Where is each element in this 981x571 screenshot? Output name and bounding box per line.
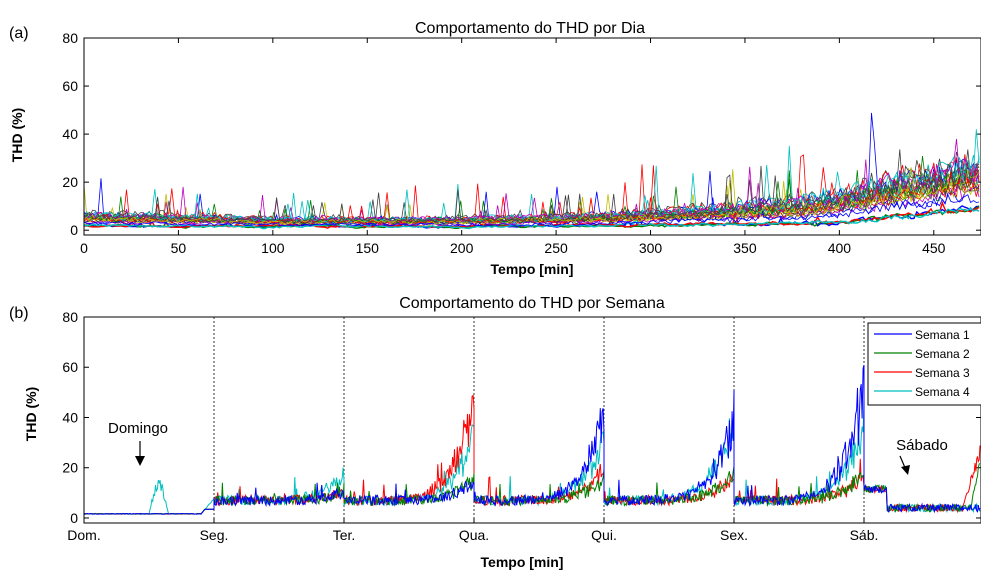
x-tick-label: Seg. [200,527,229,543]
x-tick-label: 300 [639,240,663,256]
panel-b-weekly-thd: (b) Comportamento do THD por Semana THD … [9,295,981,570]
daily-thd-series-line [83,129,980,223]
x-tick-label: Dom. [67,527,100,543]
y-tick-label: 80 [62,30,78,46]
x-tick-label: 450 [922,240,946,256]
y-tick-label: 80 [62,309,78,325]
weekly-thd-series-line [84,463,981,515]
legend: Semana 1 Semana 2 Semana 3 Semana 4 [867,322,981,406]
x-tick-label: Qua. [459,527,489,543]
panel-a-series-lines [83,112,980,230]
weekly-thd-series-line [83,364,981,515]
panel-a-plot-frame [83,37,981,236]
daily-thd-series-line [83,206,980,230]
panel-b-annotations: Domingo Sábado [108,420,948,475]
annotation-domingo: Domingo [108,420,168,437]
panel-b-day-dividers [213,317,865,523]
daily-thd-series-line [83,161,980,224]
x-tick-label: 200 [450,240,474,256]
x-tick-label: 50 [171,240,187,256]
daily-thd-series-line [83,138,980,223]
y-tick-label: 0 [70,510,78,526]
y-tick-label: 60 [62,78,78,94]
y-tick-label: 60 [62,359,78,375]
panel-a-title: Comportamento do THD por Dia [415,20,645,37]
legend-label: Semana 4 [915,385,970,399]
y-tick-label: 20 [62,460,78,476]
panel-a-daily-thd: (a) Comportamento do THD por Dia THD (%)… [9,20,981,277]
x-tick-label: 100 [261,240,285,256]
y-tick-label: 40 [62,126,78,142]
x-tick-label: 150 [356,240,380,256]
panel-b-series-lines [83,364,981,515]
annotation-sabado: Sábado [896,437,948,454]
y-tick-label: 0 [70,222,78,238]
daily-thd-series-line [83,193,980,227]
y-tick-label: 40 [62,409,78,425]
x-tick-label: 400 [828,240,852,256]
x-tick-label: 350 [733,240,757,256]
panel-b-xlabel: Tempo [min] [481,554,564,570]
annotation-arrowhead [135,456,145,466]
panel-b-ylabel: THD (%) [23,387,39,441]
panel-b-plot-frame [83,316,981,524]
x-tick-label: Qui. [591,527,617,543]
panel-b-ticks: Dom. Seg. Ter. Qua. Qui. Sex. Sáb. 0 20 40 60 80 [62,309,981,543]
x-tick-label: 0 [80,240,88,256]
x-tick-label: 250 [544,240,568,256]
panel-a-ticks: 0 50 100 150 200 250 300 350 400 450 0 20 40 60 80 [62,30,981,256]
x-tick-label: Sex. [720,527,748,543]
panel-a-label: (a) [9,25,29,42]
panel-b-title: Comportamento do THD por Semana [399,295,665,312]
y-tick-label: 20 [62,174,78,190]
panel-a-ylabel: THD (%) [9,108,25,162]
panel-b-label: (b) [9,305,29,322]
daily-thd-series-line [83,169,980,225]
panel-a-xlabel: Tempo [min] [491,261,574,277]
x-tick-label: Ter. [333,527,356,543]
annotation-arrowhead [901,465,910,475]
legend-label: Semana 1 [915,328,970,342]
legend-label: Semana 3 [915,366,970,380]
x-tick-label: Sáb. [850,527,879,543]
legend-label: Semana 2 [915,347,970,361]
